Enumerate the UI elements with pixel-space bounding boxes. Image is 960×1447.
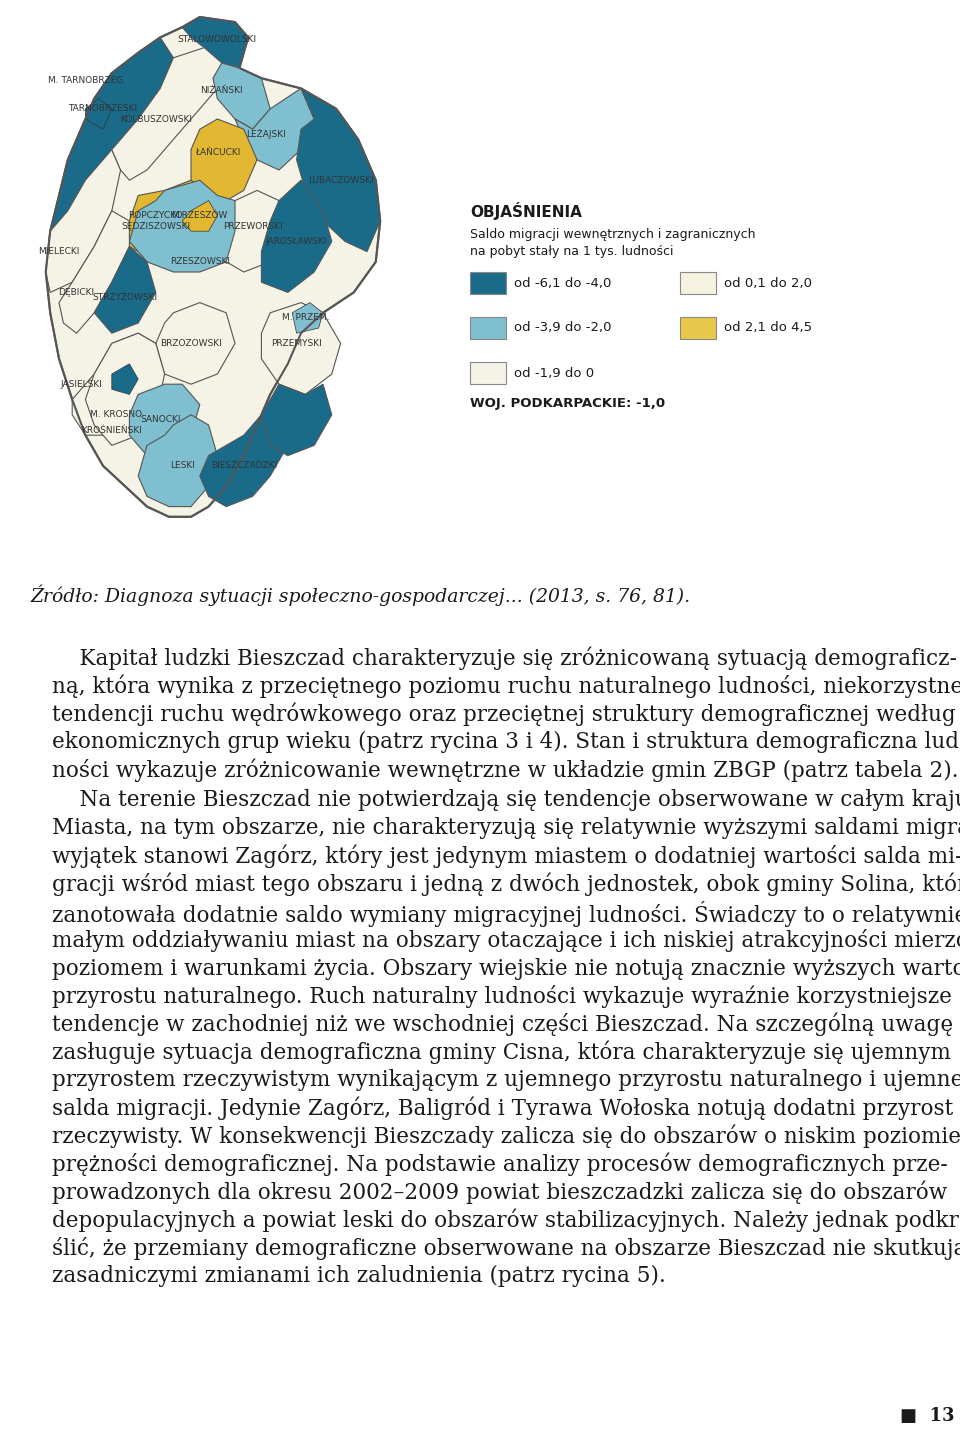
Text: przyrostem rzeczywistym wynikającym z ujemnego przyrostu naturalnego i ujemnego: przyrostem rzeczywistym wynikającym z uj… [52,1069,960,1091]
Text: depopulacyjnych a powiat leski do obszarów stabilizacyjnych. Należy jednak podkr: depopulacyjnych a powiat leski do obszar… [52,1210,960,1233]
Polygon shape [292,302,323,333]
Text: LUBACZOWSKI: LUBACZOWSKI [308,175,373,185]
Text: rzeczywisty. W konsekwencji Bieszczady zalicza się do obszarów o niskim poziomie: rzeczywisty. W konsekwencji Bieszczady z… [52,1124,960,1149]
Polygon shape [200,405,288,506]
Text: przyrostu naturalnego. Ruch naturalny ludności wykazuje wyraźnie korzystniejsze: przyrostu naturalnego. Ruch naturalny lu… [52,985,952,1009]
Text: gracji wśród miast tego obszaru i jedną z dwóch jednostek, obok gminy Solina, kt: gracji wśród miast tego obszaru i jedną … [52,873,960,897]
Polygon shape [46,149,121,292]
Text: NIŻAŃSKI: NIŻAŃSKI [201,87,243,96]
Text: Saldo migracji wewnętrznych i zagranicznych: Saldo migracji wewnętrznych i zagraniczn… [470,229,756,242]
Polygon shape [227,191,288,272]
Text: od -6,1 do -4,0: od -6,1 do -4,0 [514,276,612,289]
Polygon shape [213,62,270,129]
Text: JAROSŁAWSKI: JAROSŁAWSKI [266,237,327,246]
Polygon shape [85,98,111,129]
Text: OBJAŚNIENIA: OBJAŚNIENIA [470,203,582,220]
Text: TARNOBRZESKI: TARNOBRZESKI [68,104,137,113]
Text: BIESZCZADZKI: BIESZCZADZKI [210,462,276,470]
Text: zasługuje sytuacja demograficzna gminy Cisna, która charakteryzuje się ujemnym: zasługuje sytuacja demograficzna gminy C… [52,1040,950,1065]
Text: prowadzonych dla okresu 2002–2009 powiat bieszczadzki zalicza się do obszarów: prowadzonych dla okresu 2002–2009 powiat… [52,1181,948,1204]
Text: MIELECKI: MIELECKI [38,247,80,256]
Text: ŁAŃCUCKI: ŁAŃCUCKI [195,148,240,156]
Text: małym oddziaływaniu miast na obszary otaczające i ich niskiej atrakcyjności mier: małym oddziaływaniu miast na obszary ota… [52,929,960,952]
Polygon shape [130,385,200,456]
Polygon shape [111,48,222,181]
Bar [470,272,506,294]
Bar [680,272,716,294]
Text: od -1,9 do 0: od -1,9 do 0 [514,366,594,379]
Text: ekonomicznych grup wieku (patrz rycina 3 i 4). Stan i struktura demograficzna lu: ekonomicznych grup wieku (patrz rycina 3… [52,731,960,752]
Polygon shape [191,119,257,201]
Polygon shape [50,38,174,232]
Text: od -3,9 do -2,0: od -3,9 do -2,0 [514,321,612,334]
Polygon shape [261,302,341,395]
Polygon shape [94,246,156,333]
Text: PRZEWORSKI: PRZEWORSKI [223,221,282,230]
Text: wyjątek stanowi Zagórz, który jest jedynym miastem o dodatniej wartości salda mi: wyjątek stanowi Zagórz, który jest jedyn… [52,845,960,868]
Text: STALOWOWOLSKI: STALOWOWOLSKI [178,35,257,45]
Text: prężności demograficznej. Na podstawie analizy procesów demograficznych prze-: prężności demograficznej. Na podstawie a… [52,1153,948,1176]
Polygon shape [46,17,380,517]
Text: M. TARNOBRZEG: M. TARNOBRZEG [48,77,123,85]
Text: Na terenie Bieszczad nie potwierdzają się tendencje obserwowane w całym kraju.: Na terenie Bieszczad nie potwierdzają si… [52,789,960,810]
Polygon shape [182,17,249,68]
Text: M.RZESZÓW: M.RZESZÓW [172,211,228,220]
Bar [470,317,506,339]
Text: Źródło: Diagnoza sytuacji społeczno-gospodarczej... (2013, s. 76, 81).: Źródło: Diagnoza sytuacji społeczno-gosp… [30,585,690,606]
Text: zasadniczymi zmianami ich zaludnienia (patrz rycina 5).: zasadniczymi zmianami ich zaludnienia (p… [52,1265,665,1286]
Text: RZESZOWSKI: RZESZOWSKI [170,258,229,266]
Text: M. PRZEM.: M. PRZEM. [281,314,329,323]
Polygon shape [297,88,380,252]
Text: BRZOZOWSKI: BRZOZOWSKI [160,339,222,347]
Text: ślić, że przemiany demograficzne obserwowane na obszarze Bieszczad nie skutkują: ślić, że przemiany demograficzne obserwo… [52,1237,960,1260]
Text: Miasta, na tym obszarze, nie charakteryzują się relatywnie wyższymi saldami migr: Miasta, na tym obszarze, nie charakteryz… [52,818,960,839]
Polygon shape [85,333,164,446]
Text: na pobyt stały na 1 tys. ludności: na pobyt stały na 1 tys. ludności [470,245,674,258]
Text: WOJ. PODKARPACKIE: -1,0: WOJ. PODKARPACKIE: -1,0 [470,396,665,410]
Polygon shape [182,201,217,232]
Text: ności wykazuje zróżnicowanie wewnętrzne w układzie gmin ZBGP (patrz tabela 2).: ności wykazuje zróżnicowanie wewnętrzne … [52,760,958,783]
Text: PRZEMYSKI: PRZEMYSKI [272,339,322,347]
Text: SANOCKI: SANOCKI [140,415,180,424]
Text: od 0,1 do 2,0: od 0,1 do 2,0 [724,276,812,289]
Polygon shape [130,181,208,262]
Text: salda migracji. Jedynie Zagórz, Baligród i Tyrawa Wołoska notują dodatni przyros: salda migracji. Jedynie Zagórz, Baligród… [52,1097,953,1120]
Text: poziomem i warunkami życia. Obszary wiejskie nie notują znacznie wyższych wartoś: poziomem i warunkami życia. Obszary wiej… [52,956,960,980]
Text: KOLBUSZOWSKI: KOLBUSZOWSKI [120,114,192,123]
Bar [680,317,716,339]
Bar [470,362,506,383]
Polygon shape [111,363,138,395]
Text: LESKI: LESKI [170,462,195,470]
Polygon shape [59,211,130,333]
Text: ną, która wynika z przeciętnego poziomu ruchu naturalnego ludności, niekorzystne: ną, która wynika z przeciętnego poziomu … [52,674,960,699]
Polygon shape [156,302,235,385]
Polygon shape [261,385,332,456]
Text: zanotowała dodatnie saldo wymiany migracyjnej ludności. Świadczy to o relatywnie: zanotowała dodatnie saldo wymiany migrac… [52,901,960,928]
Polygon shape [130,181,244,272]
Text: M. KROSNO: M. KROSNO [90,411,142,420]
Polygon shape [138,415,217,506]
Text: ROPCZYCKO
SĘDZISZOWSKI: ROPCZYCKO SĘDZISZOWSKI [121,211,190,230]
Text: DĘBICKI: DĘBICKI [59,288,95,297]
Text: tendencje w zachodniej niż we wschodniej części Bieszczad. Na szczególną uwagę: tendencje w zachodniej niż we wschodniej… [52,1013,953,1036]
Text: STRZYŻOWSKI: STRZYŻOWSKI [92,292,157,302]
Polygon shape [261,181,332,292]
Text: Kapitał ludzki Bieszczad charakteryzuje się zróżnicowaną sytuacją demograficz-: Kapitał ludzki Bieszczad charakteryzuje … [52,647,957,670]
Text: od 2,1 do 4,5: od 2,1 do 4,5 [724,321,812,334]
Text: KROŚNIEŃSKI: KROŚNIEŃSKI [82,425,142,434]
Polygon shape [72,333,156,436]
Text: LEŻAJSKI: LEŻAJSKI [246,129,286,139]
Polygon shape [235,88,314,169]
Text: tendencji ruchu wędrówkowego oraz przeciętnej struktury demograficznej według: tendencji ruchu wędrówkowego oraz przeci… [52,703,956,726]
Text: JASIELSKI: JASIELSKI [60,379,102,389]
Text: ■  13: ■ 13 [900,1406,954,1425]
